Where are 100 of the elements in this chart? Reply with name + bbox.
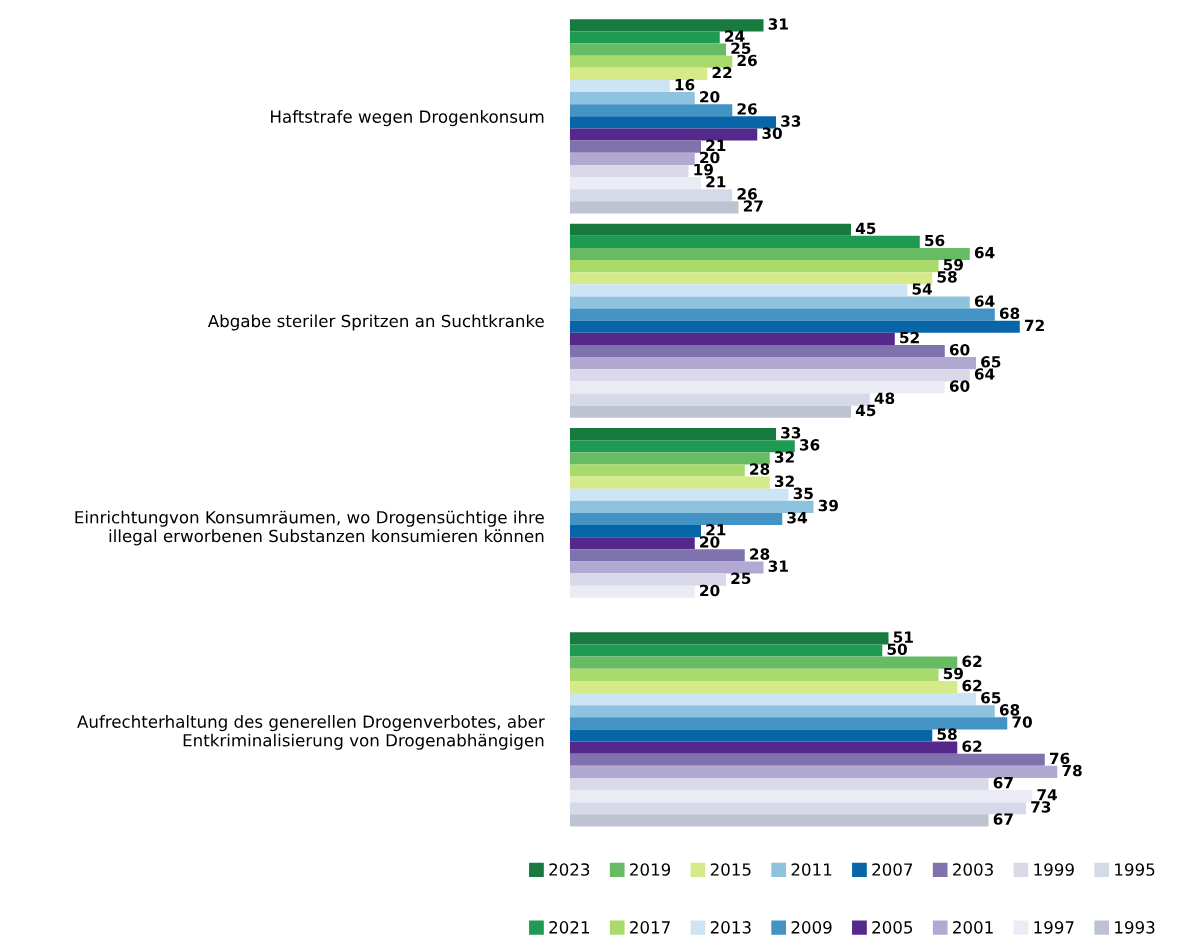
bar (569, 92, 695, 105)
data-label: 31 (768, 560, 788, 572)
data-label: 58 (937, 271, 957, 283)
bar (569, 729, 933, 742)
bar (569, 452, 770, 465)
data-label: 60 (949, 343, 970, 356)
bar (569, 668, 939, 681)
data-label: 27 (743, 200, 763, 212)
data-label: 67 (993, 813, 1013, 825)
data-label: 62 (962, 655, 982, 668)
bar (569, 585, 695, 598)
y-tick-label: Abgabe steriler Spritzen an Suchtkranke (207, 314, 544, 331)
bar (569, 67, 708, 80)
bar (569, 247, 970, 261)
legend-label: 1993 (1115, 921, 1155, 934)
data-label: 39 (818, 499, 838, 512)
bar (569, 223, 852, 236)
bar (569, 31, 720, 44)
data-label: 20 (700, 151, 720, 164)
bar (569, 164, 689, 178)
bar (569, 537, 695, 550)
bar (569, 464, 745, 477)
bar (569, 284, 908, 297)
data-label: 26 (737, 54, 757, 67)
bar (569, 177, 702, 190)
data-label: 62 (962, 740, 982, 753)
legend-label: 2019 (630, 863, 671, 876)
bar (569, 705, 995, 718)
data-label: 32 (774, 475, 794, 488)
legend-label: 1999 (1034, 863, 1074, 876)
data-label: 33 (781, 115, 801, 127)
data-label: 74 (1037, 789, 1057, 801)
data-label: 76 (1049, 752, 1070, 765)
data-label: 35 (793, 487, 813, 500)
legend-label: 2001 (953, 921, 993, 934)
data-label: 33 (781, 426, 801, 439)
data-label: 50 (887, 643, 907, 655)
data-label: 24 (725, 30, 745, 42)
data-label: 65 (981, 356, 1001, 368)
legend-label: 1997 (1034, 921, 1074, 934)
legend-label: 2007 (872, 863, 913, 876)
data-label: 30 (762, 127, 782, 139)
y-tick-label: Aufrechterhaltung des generellen Drogenverbotes, aber Entkriminalisierung von Drogenabhängigen (77, 715, 545, 750)
bar (569, 814, 989, 827)
bar (569, 152, 695, 165)
data-label: 26 (737, 188, 757, 200)
bar (569, 790, 1033, 803)
data-label: 21 (706, 524, 726, 536)
legend-label: 2003 (953, 863, 993, 876)
bar (569, 500, 814, 513)
data-label: 58 (937, 728, 957, 740)
bar (569, 561, 764, 574)
bar (569, 644, 883, 657)
data-label: 70 (1012, 716, 1032, 728)
data-label: 67 (993, 776, 1013, 789)
legend-label: 2021 (549, 921, 589, 934)
bar (569, 260, 939, 273)
data-label: 26 (737, 103, 757, 115)
data-label: 32 (774, 451, 794, 463)
bar (569, 308, 995, 321)
legend-label: 2013 (710, 921, 751, 934)
legend-label: 2017 (630, 921, 670, 934)
y-tick-label: Einrichtungvon Konsumräumen, wo Drogensüchtige ihre illegal erworbenen Substanzen konsumieren können (75, 510, 544, 546)
bar (569, 55, 733, 68)
data-label: 16 (675, 78, 695, 91)
legend-label: 2023 (549, 863, 590, 876)
data-label: 20 (700, 91, 720, 103)
data-label: 78 (1062, 764, 1082, 777)
bar (569, 549, 745, 562)
bar (569, 201, 739, 214)
data-label: 68 (999, 704, 1020, 716)
bar (569, 573, 727, 586)
data-label: 45 (855, 404, 876, 417)
legend-label: 2011 (791, 863, 832, 876)
bar (569, 357, 977, 370)
data-label: 25 (731, 42, 751, 55)
bar (569, 104, 733, 117)
data-label: 21 (706, 139, 726, 151)
bar (569, 777, 989, 791)
bar (569, 741, 958, 754)
data-label: 72 (1024, 319, 1044, 331)
bar (569, 128, 758, 141)
bar (569, 332, 895, 345)
bar (569, 428, 777, 441)
legend-label: 2009 (791, 921, 832, 934)
data-label: 59 (943, 667, 963, 680)
data-label: 20 (700, 536, 720, 548)
bar (569, 802, 1027, 815)
data-label: 21 (706, 175, 726, 188)
legend-label: 1995 (1115, 863, 1155, 876)
legend-label: 2005 (872, 921, 913, 934)
data-label: 62 (962, 679, 982, 692)
data-label: 51 (893, 631, 913, 643)
bar (569, 680, 958, 694)
bar (569, 235, 920, 248)
bar (569, 717, 1008, 730)
data-label: 65 (981, 691, 1001, 704)
bar (569, 440, 795, 453)
bar (569, 476, 770, 489)
legend-label: 2015 (710, 863, 751, 876)
